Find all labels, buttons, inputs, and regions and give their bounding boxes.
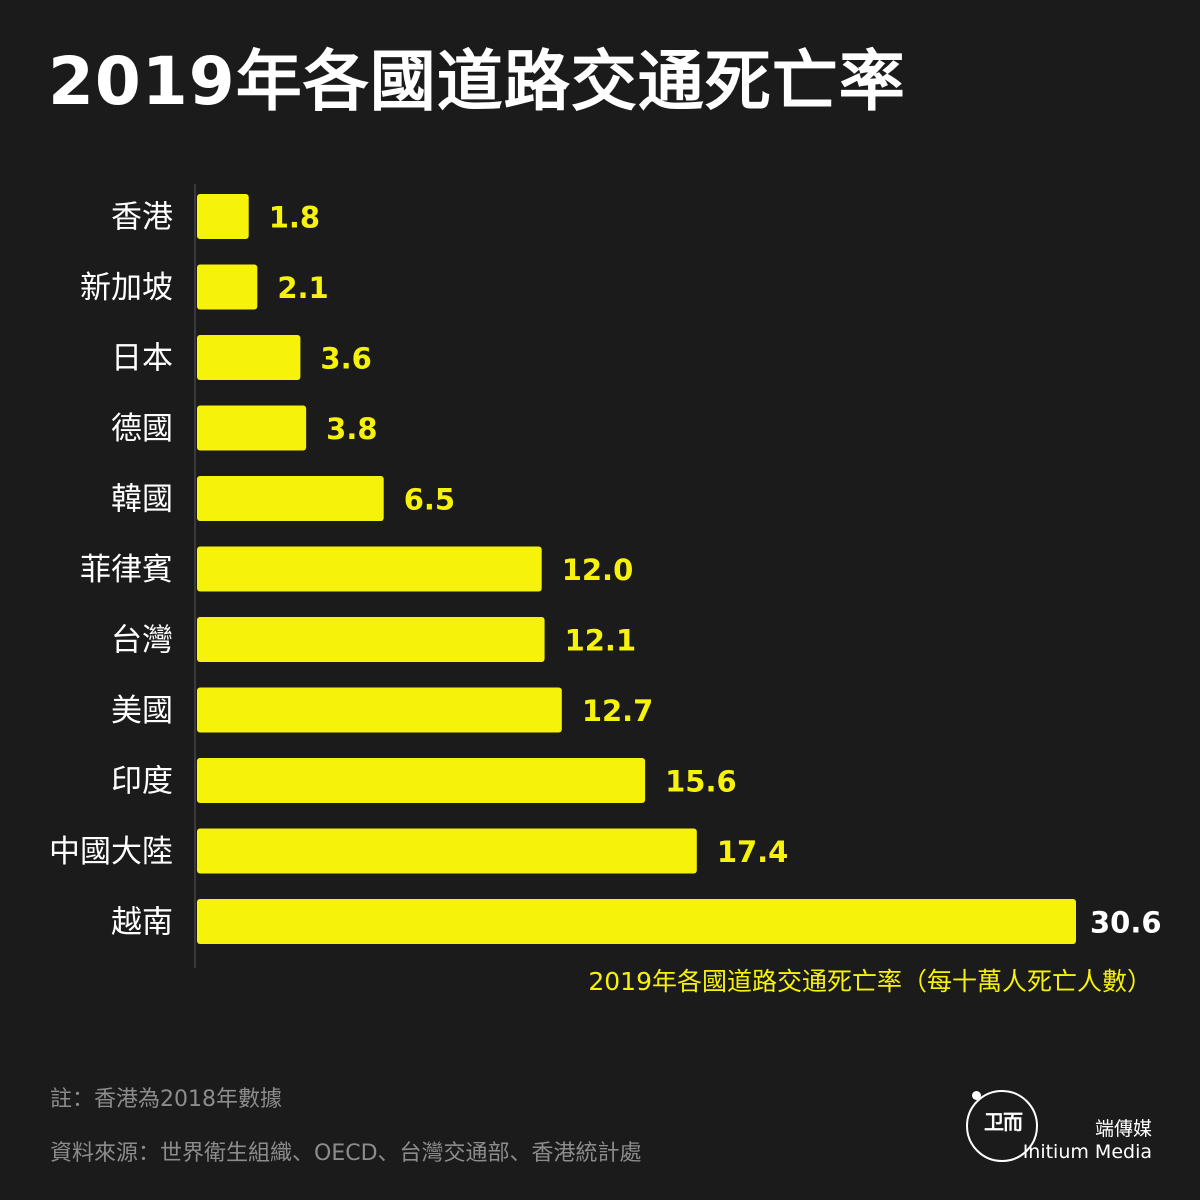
category-label: 日本 [111,341,173,377]
category-label: 德國 [111,411,173,447]
footnote: 註：香港為2018年數據 [50,1087,282,1112]
category-label: 越南 [111,905,173,941]
brand-logo [966,1090,1038,1162]
category-label: 台灣 [111,623,173,659]
bar [197,758,646,803]
category-label: 香港 [111,200,173,236]
bar [197,405,307,451]
category-label: 菲律賓 [80,552,173,588]
source-note: 資料來源：世界衛生組織、OECD、台灣交通部、香港統計處 [50,1141,642,1166]
data-label: 3.6 [320,342,371,376]
data-label: 17.4 [717,835,789,869]
category-label: 韓國 [111,482,173,518]
category-label: 美國 [111,693,173,729]
brand-name-chinese: 端傳媒 [1094,1118,1152,1140]
data-label: 3.8 [326,412,377,446]
data-label: 1.8 [269,201,320,235]
bar [197,828,697,874]
bar [197,617,545,662]
bar-chart: 香港 1.8 新加坡 2.1 日本 3.6 德國 3.8 韓國 6.5 菲律賓 12.0 台灣 12.1 美… [49,184,1162,968]
brand-name-english: Initium Media [1022,1141,1152,1163]
bar [197,335,301,380]
data-label: 12.7 [582,694,654,728]
bar [197,476,384,521]
x-axis-caption: 2019年各國道路交通死亡率（每十萬人死亡人數） [588,967,1152,996]
data-label: 15.6 [665,765,737,799]
chart-title: 2019年各國道路交通死亡率 [48,43,906,120]
bar [197,546,542,592]
brand-logo-glyph: 卫而 [984,1110,1023,1134]
data-label: 2.1 [277,271,328,305]
data-label: 6.5 [404,483,455,517]
data-label: 12.1 [565,624,637,658]
bar [197,264,258,310]
bar [197,899,1076,944]
data-label: 12.0 [562,553,634,587]
category-label: 中國大陸 [49,834,173,870]
category-label: 印度 [111,764,173,800]
data-label: 30.6 [1090,906,1162,940]
bars-group: 香港 1.8 新加坡 2.1 日本 3.6 德國 3.8 韓國 6.5 菲律賓 12.0 台灣 12.1 美… [49,194,1162,944]
bar [197,194,249,239]
bar [197,687,562,733]
brand-logo-dot [972,1091,981,1100]
category-label: 新加坡 [80,270,173,306]
